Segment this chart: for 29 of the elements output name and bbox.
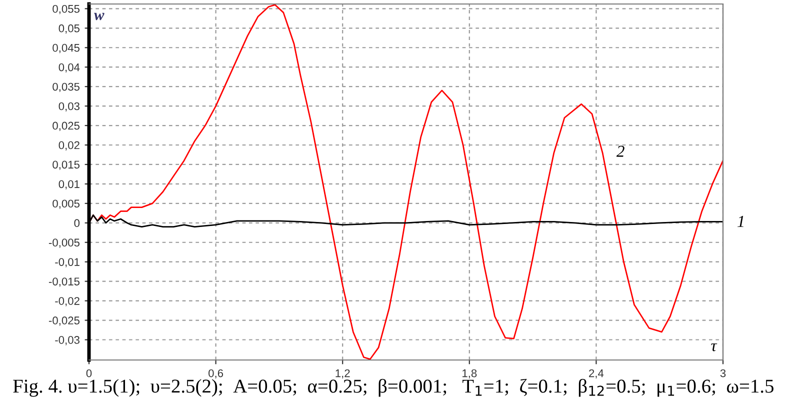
y-tick-label: -0,015 <box>48 278 80 287</box>
y-tick-label: -0,02 <box>55 297 80 306</box>
y-tick-label: 0,01 <box>58 180 80 190</box>
y-tick-label: 0,03 <box>58 102 80 112</box>
x-tick-label: 3 <box>720 369 726 378</box>
y-tick-label: -0,03 <box>55 336 80 346</box>
x-tick-label: 2,4 <box>589 369 604 378</box>
y-tick-label: 0,04 <box>58 63 80 73</box>
annotation: 2 <box>616 146 624 157</box>
y-tick-label: 0,045 <box>52 44 80 54</box>
x-tick-label: 1,2 <box>336 369 350 378</box>
caption: Fig. 4. υ=1.5(1); υ=2.5(2); A=0.05; α=0.25; β=0.001; T$_{1}$=1; ζ=0.1; β$_{12}$=0.5; μ$_{1}$=0.6; ω=1.5 <box>13 378 774 397</box>
y-tick-label: 0,05 <box>58 24 80 34</box>
x-tick-label: 0,6 <box>208 369 224 378</box>
y-tick-label: 0,055 <box>52 4 80 14</box>
y-tick-label: 0,025 <box>52 122 80 131</box>
y-tick-label: 0,015 <box>52 160 80 170</box>
y-tick-label: -0,005 <box>48 238 80 248</box>
y-axis-title: w <box>94 12 104 20</box>
y-tick-label: -0,025 <box>48 316 80 326</box>
y-tick-label: 0,035 <box>52 82 80 92</box>
x-axis-title: τ <box>711 343 718 352</box>
y-tick-label: 0,02 <box>58 141 80 150</box>
x-tick-label: 1,8 <box>462 369 477 378</box>
x-tick-label: 0 <box>86 369 92 378</box>
y-tick-label: 0 <box>74 219 80 228</box>
y-tick-label: -0,01 <box>55 258 80 268</box>
annotation: 1 <box>737 216 744 227</box>
y-tick-label: 0,005 <box>52 200 80 209</box>
